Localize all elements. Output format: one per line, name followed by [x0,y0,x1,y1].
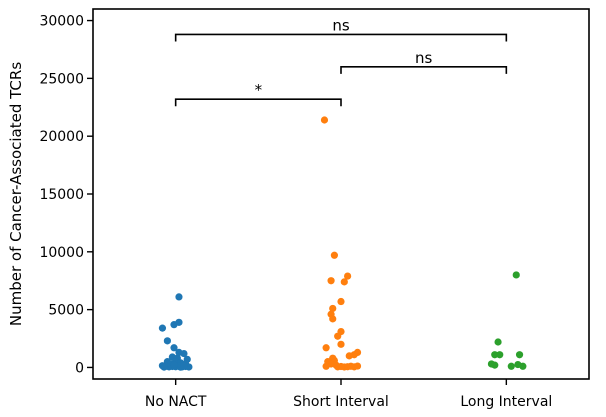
x-tick-label: No NACT [145,394,207,410]
data-point [496,351,504,359]
y-tick-label: 10000 [39,245,84,261]
data-point [344,272,352,280]
y-tick-label: 25000 [39,71,84,87]
significance-label: ns [332,16,350,34]
significance-bracket [174,98,342,107]
data-point [322,362,330,370]
y-tick-label: 5000 [48,303,84,319]
data-point [170,361,178,369]
data-point [327,277,335,285]
data-point [337,297,345,306]
data-point [507,362,515,370]
data-point [345,352,353,360]
significance-label: ns [415,49,433,67]
y-tick-label: 0 [75,360,84,376]
data-point [334,332,342,340]
data-point [330,251,338,259]
y-tick-label: 20000 [39,129,84,145]
significance-brackets: * ns ns [174,16,508,107]
data-point [329,315,337,323]
data-point [180,362,188,370]
data-point [512,271,520,279]
data-point [329,304,337,313]
data-point [322,344,330,352]
data-point [175,318,183,326]
plot-frame [92,8,590,380]
data-point [515,351,524,359]
data-point [353,362,362,370]
significance-bracket [340,66,508,74]
y-axis: 0 5000 10000 15000 20000 25000 30000 [39,14,93,376]
y-axis-label: Number of Cancer-Associated TCRs [7,62,25,326]
data-point [158,324,167,332]
data-point [320,116,329,124]
data-point [180,349,188,358]
data-point [337,340,345,348]
data-point [160,363,168,371]
data-point [340,278,348,286]
data-point [494,338,502,346]
data-point [175,293,183,301]
y-tick-label: 30000 [39,14,84,30]
x-axis: No NACT Short Interval Long Interval [145,379,552,410]
significance-label: * [255,81,263,99]
data-points [158,116,527,371]
data-point [519,362,527,370]
data-point [491,361,499,369]
data-point [163,337,171,345]
x-tick-label: Short Interval [293,394,389,410]
data-point [491,351,499,359]
data-point [170,344,178,352]
significance-bracket [174,33,508,42]
y-tick-label: 15000 [39,187,84,203]
data-point [332,361,340,369]
x-tick-label: Long Interval [460,394,552,410]
